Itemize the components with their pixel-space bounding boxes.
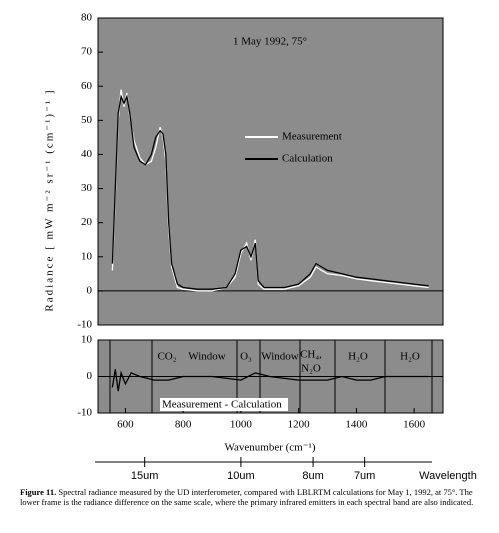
legend-label: Measurement <box>282 131 342 143</box>
band-label: H₂O <box>400 351 420 363</box>
y-tick-label: 40 <box>81 148 93 160</box>
upper-frame <box>97 17 444 326</box>
y-tick-label: 30 <box>81 182 93 194</box>
legend-label: Calculation <box>282 153 333 165</box>
legend-box <box>160 398 288 411</box>
y-tick-label: 0 <box>87 370 93 382</box>
x-tick-label: 600 <box>117 419 134 431</box>
series-line <box>111 94 429 290</box>
chart-title: 1 May 1992, 75° <box>233 36 307 48</box>
caption: Figure 11. Spectral radiance measured by… <box>20 487 490 507</box>
series-line <box>111 369 429 392</box>
caption-text: Spectral radiance measured by the UD int… <box>20 487 474 507</box>
x-axis-label: Wavenumber (cm⁻¹) <box>225 442 316 454</box>
band-label: Window <box>188 351 225 363</box>
y-tick-label: 80 <box>81 12 93 24</box>
y-tick-label: 10 <box>81 334 93 346</box>
y-tick-label: 0 <box>87 284 93 296</box>
x-tick-label: 1600 <box>403 419 426 431</box>
y-tick-label: 60 <box>81 80 93 92</box>
band-label: CO₂ <box>157 351 176 363</box>
y-tick-label: 20 <box>81 216 93 228</box>
x2-tick-label: 8um <box>302 470 323 482</box>
y-tick-label: -10 <box>77 319 92 331</box>
y-tick-label: 10 <box>81 250 93 262</box>
y-tick-label: 70 <box>81 46 93 58</box>
band-label: Window <box>261 351 298 363</box>
band-label: H₂O <box>348 351 368 363</box>
x2-axis-label: Wavelength <box>419 470 477 482</box>
legend-label: Measurement - Calculation <box>162 399 282 411</box>
caption-label: Figure 11. <box>20 487 57 497</box>
x2-tick-label: 7um <box>354 470 375 482</box>
x-tick-label: 1000 <box>230 419 253 431</box>
y-axis-label: Radiance [ mW m⁻² sr⁻¹ (cm⁻¹)⁻¹ ] <box>44 88 56 311</box>
band-label: O₃ <box>240 351 252 363</box>
x2-tick-label: 10um <box>227 470 255 482</box>
y-tick-label: -10 <box>77 407 92 419</box>
band-label: CH₄, <box>300 349 322 361</box>
x-tick-label: 1200 <box>288 419 311 431</box>
band-label: N₂O <box>301 363 321 375</box>
chart: 1 May 1992, 75° Radiance [ mW m⁻² sr⁻¹ (… <box>44 12 477 482</box>
x2-tick-label: 15um <box>131 470 159 482</box>
y-tick-label: 50 <box>81 114 93 126</box>
x-tick-label: 1400 <box>345 419 368 431</box>
x-tick-label: 800 <box>175 419 192 431</box>
